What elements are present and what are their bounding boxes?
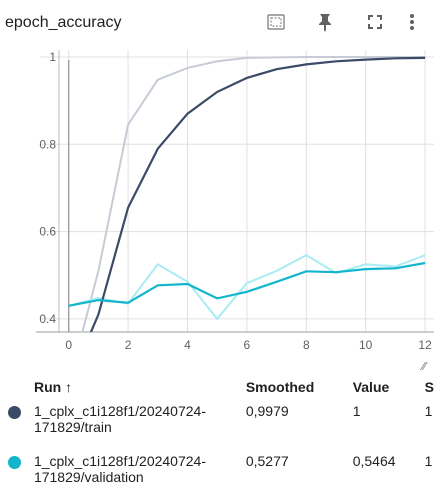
raw-value: 1 bbox=[352, 403, 361, 419]
x-tick-label: 2 bbox=[125, 338, 132, 352]
x-tick-label: 0 bbox=[65, 338, 72, 352]
run-name-cell: 1_cplx_c1i128f1/20240724-171829/validati… bbox=[34, 448, 246, 498]
y-tick-label: 0.6 bbox=[39, 225, 56, 239]
y-tick-label: 0.8 bbox=[39, 137, 56, 151]
x-tick-label: 8 bbox=[303, 338, 310, 352]
smoothed-value: 0,5277 bbox=[245, 453, 289, 469]
smoothed-value: 0,9979 bbox=[245, 403, 289, 419]
runs-table: Run ↑ Smoothed Value S 1_cplx_c1i128f1/20… bbox=[0, 376, 434, 498]
sort-asc-icon[interactable]: ↑ bbox=[65, 379, 73, 395]
resize-handle-icon[interactable]: ⁄⁄ bbox=[422, 360, 426, 373]
table-header-row: Run ↑ Smoothed Value S bbox=[0, 376, 434, 398]
run-color-dot bbox=[8, 406, 21, 419]
chart-title: epoch_accuracy bbox=[5, 14, 122, 31]
step-value: 1 bbox=[424, 453, 433, 469]
series-smoothed-line bbox=[68, 261, 426, 307]
header-run-label: Run bbox=[33, 379, 62, 395]
epoch-accuracy-chart[interactable]: 0 2 4 6 8 10 12 1 0.8 0.6 0.4 bbox=[0, 50, 434, 362]
smoothed-cell: 0,9979 bbox=[246, 398, 353, 448]
table-row: 1_cplx_c1i128f1/20240724-171829/validati… bbox=[0, 448, 434, 498]
table-row: 1_cplx_c1i128f1/20240724-171829/train 0,… bbox=[0, 398, 434, 448]
value-cell: 1 bbox=[353, 398, 425, 448]
header-step[interactable]: S bbox=[424, 379, 434, 395]
run-name: 1_cplx_c1i128f1/20240724-171829/train bbox=[33, 403, 206, 435]
fit-domain-icon-glyph bbox=[267, 14, 285, 30]
raw-value: 0,5464 bbox=[352, 453, 396, 469]
more-vert-icon-glyph bbox=[410, 14, 414, 30]
header-color-cell bbox=[0, 376, 34, 398]
x-tick-label: 12 bbox=[418, 338, 432, 352]
series-raw-line bbox=[81, 56, 426, 332]
smoothed-cell: 0,5277 bbox=[246, 448, 353, 498]
more-vert-icon[interactable] bbox=[398, 8, 426, 36]
run-name: 1_cplx_c1i128f1/20240724-171829/validati… bbox=[33, 453, 206, 485]
step-cell: 1 bbox=[425, 448, 434, 498]
x-tick-label: 10 bbox=[359, 338, 373, 352]
row-color-cell bbox=[0, 398, 34, 448]
header-run[interactable]: Run ↑ bbox=[34, 376, 246, 398]
fullscreen-icon-glyph bbox=[368, 15, 382, 29]
x-tick-label: 4 bbox=[184, 338, 191, 352]
y-tick-label: 0.4 bbox=[39, 312, 56, 326]
step-cell: 1 bbox=[425, 398, 434, 448]
row-color-cell bbox=[0, 448, 34, 498]
header-value[interactable]: Value bbox=[352, 379, 390, 395]
series-smoothed-line bbox=[89, 56, 426, 332]
pin-icon[interactable] bbox=[311, 8, 339, 36]
fit-domain-icon[interactable] bbox=[262, 8, 290, 36]
x-tick-label: 6 bbox=[244, 338, 251, 352]
run-name-cell: 1_cplx_c1i128f1/20240724-171829/train bbox=[34, 398, 246, 448]
y-tick-label: 1 bbox=[49, 50, 56, 64]
header-smoothed[interactable]: Smoothed bbox=[245, 379, 315, 395]
value-cell: 0,5464 bbox=[353, 448, 425, 498]
pin-icon-glyph bbox=[319, 14, 331, 32]
step-value: 1 bbox=[424, 403, 433, 419]
fullscreen-icon[interactable] bbox=[361, 8, 389, 36]
run-color-dot bbox=[8, 456, 21, 469]
